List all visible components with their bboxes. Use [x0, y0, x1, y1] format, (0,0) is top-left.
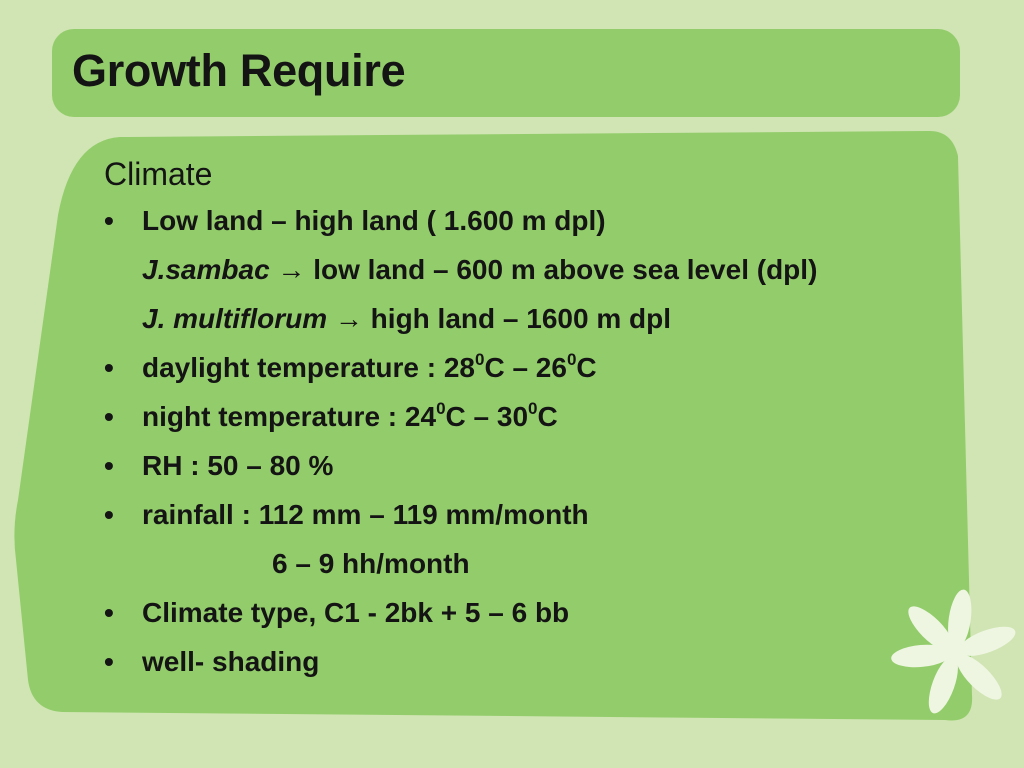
- bullet: •: [104, 205, 114, 236]
- item-text: RH : 50 – 80 %: [142, 450, 334, 481]
- bullet: •: [104, 450, 114, 481]
- list-item: • Low land – high land ( 1.600 m dpl): [104, 203, 984, 252]
- item-text: daylight temperature : 28: [142, 352, 475, 383]
- item-text: C – 26: [484, 352, 567, 383]
- bullet: •: [104, 646, 114, 677]
- item-text: C: [576, 352, 597, 383]
- list-item: • night temperature : 240C – 300C: [104, 399, 984, 448]
- degree-sup: 0: [474, 349, 485, 369]
- bullet: •: [104, 499, 114, 530]
- list-subitem: J.sambac → low land – 600 m above sea le…: [104, 252, 984, 301]
- species-name: J.sambac: [142, 254, 270, 285]
- content-body: Climate • Low land – high land ( 1.600 m…: [104, 152, 984, 693]
- list-subitem: J. multiflorum → high land – 1600 m dpl: [104, 301, 984, 350]
- list-item: • RH : 50 – 80 %: [104, 448, 984, 497]
- list-continuation: 6 – 9 hh/month: [104, 546, 984, 595]
- list-item: • well- shading: [104, 644, 984, 693]
- bullet: •: [104, 401, 114, 432]
- degree-sup: 0: [528, 398, 538, 418]
- list-item: • daylight temperature : 280C – 260C: [104, 350, 984, 399]
- item-text: Climate type, C1 - 2bk + 5 – 6 bb: [142, 597, 570, 628]
- section-heading: Climate: [104, 156, 213, 192]
- species-name: J. multiflorum: [142, 303, 328, 334]
- item-text: high land – 1600 m dpl: [362, 303, 671, 334]
- item-text: well- shading: [142, 646, 320, 677]
- item-text: night temperature : 24: [142, 401, 437, 432]
- arrow-right-icon: →: [277, 254, 306, 285]
- item-text: 6 – 9 hh/month: [272, 548, 470, 579]
- item-text: rainfall : 112 mm – 119 mm/month: [142, 499, 589, 530]
- list-item: • rainfall : 112 mm – 119 mm/month: [104, 497, 984, 546]
- slide-title: Growth Require: [72, 45, 406, 96]
- arrow-right-icon: →: [334, 303, 363, 334]
- title-bar: Growth Require: [52, 29, 960, 117]
- degree-sup: 0: [436, 398, 446, 418]
- list-item: • Climate type, C1 - 2bk + 5 – 6 bb: [104, 595, 984, 644]
- degree-sup: 0: [566, 349, 577, 369]
- item-text: C – 30: [445, 401, 529, 432]
- bullet: •: [104, 352, 114, 383]
- item-text: Low land – high land ( 1.600 m dpl): [142, 205, 606, 236]
- item-text: C: [537, 401, 558, 432]
- bullet: •: [104, 597, 114, 628]
- flower-icon: [891, 589, 1016, 714]
- item-text: low land – 600 m above sea level (dpl): [305, 254, 818, 285]
